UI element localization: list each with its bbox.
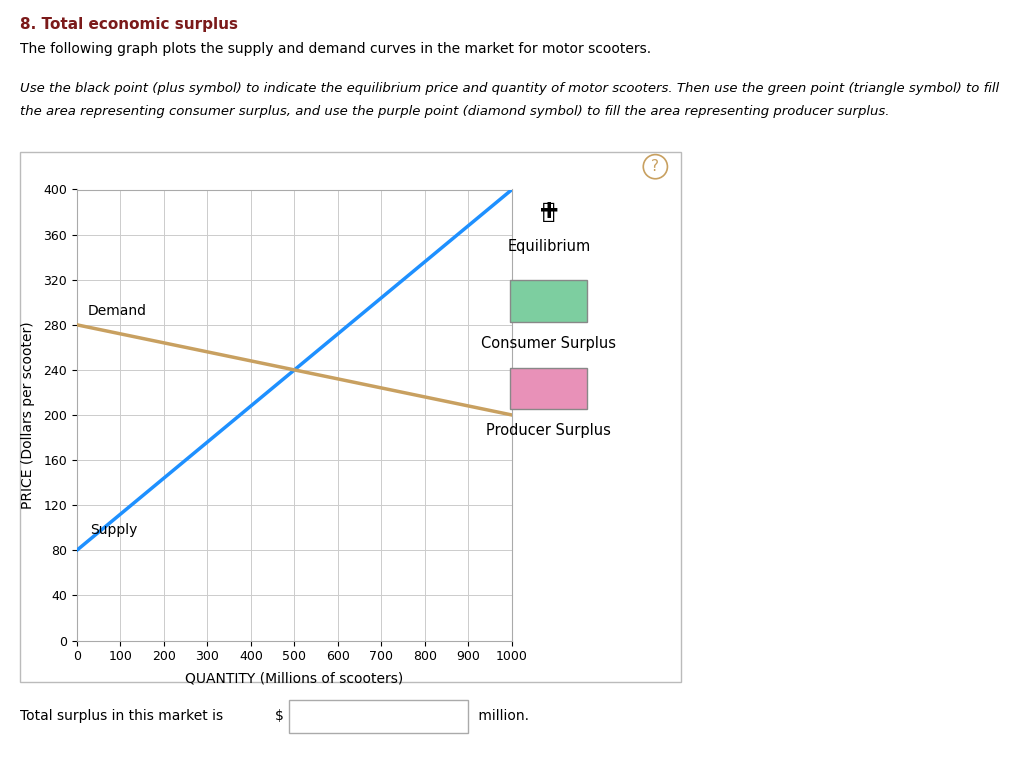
Text: Consumer Surplus: Consumer Surplus	[481, 336, 616, 351]
Text: Total surplus in this market is: Total surplus in this market is	[20, 709, 223, 723]
Y-axis label: PRICE (Dollars per scooter): PRICE (Dollars per scooter)	[20, 321, 35, 509]
Text: ➕: ➕	[542, 202, 556, 222]
Text: Equilibrium: Equilibrium	[507, 239, 591, 254]
X-axis label: QUANTITY (Millions of scooters): QUANTITY (Millions of scooters)	[185, 672, 403, 685]
Text: Producer Surplus: Producer Surplus	[486, 423, 611, 438]
Text: +: +	[540, 196, 558, 225]
Text: The following graph plots the supply and demand curves in the market for motor s: The following graph plots the supply and…	[20, 42, 651, 55]
Text: Use the black point (plus symbol) to indicate the equilibrium price and quantity: Use the black point (plus symbol) to ind…	[20, 82, 999, 95]
Text: $: $	[274, 709, 284, 723]
Text: ?: ?	[651, 159, 659, 174]
Text: the area representing consumer surplus, and use the purple point (diamond symbol: the area representing consumer surplus, …	[20, 105, 890, 117]
Text: Demand: Demand	[88, 304, 146, 318]
Text: million.: million.	[474, 709, 529, 723]
Text: 8. Total economic surplus: 8. Total economic surplus	[20, 17, 239, 32]
Text: Supply: Supply	[90, 523, 137, 537]
